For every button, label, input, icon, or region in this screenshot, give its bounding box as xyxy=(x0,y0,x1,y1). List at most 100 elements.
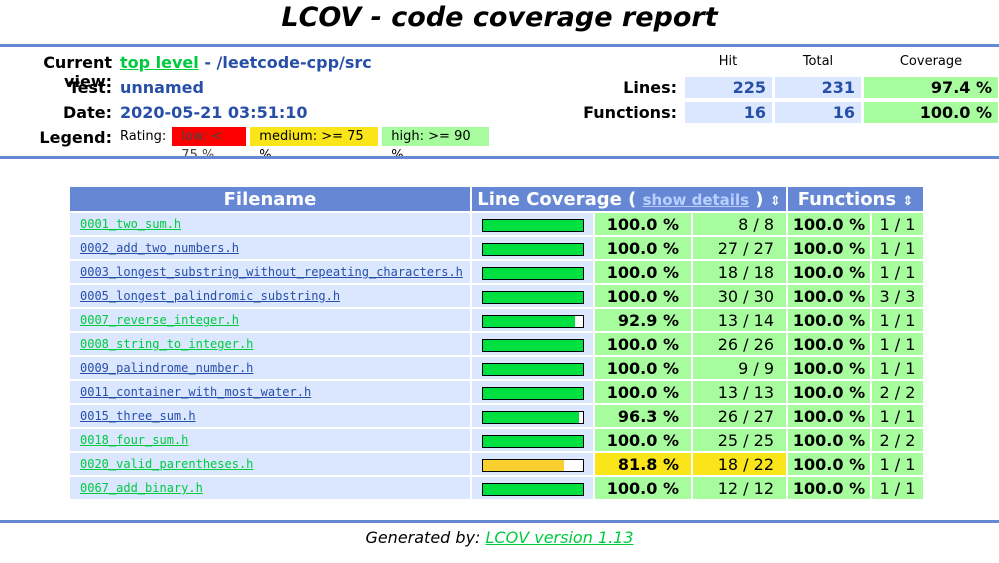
table-row: 0018_four_sum.h 100.0 % 25 / 25 100.0 % 2 / … xyxy=(70,429,923,451)
coverage-bar xyxy=(481,314,584,328)
file-link[interactable]: 0008_string_to_integer.h xyxy=(80,337,254,351)
coverage-bar-fill xyxy=(482,411,579,423)
table-row: 0005_longest_palindromic_substring.h 100.… xyxy=(70,285,923,307)
line-coverage-percent: 92.9 % xyxy=(595,309,691,331)
table-row: 0008_string_to_integer.h 100.0 % 26 / 26 10… xyxy=(70,333,923,355)
function-coverage-percent: 100.0 % xyxy=(788,429,870,451)
function-coverage-percent: 100.0 % xyxy=(788,405,870,427)
line-coverage-percent: 96.3 % xyxy=(595,405,691,427)
function-coverage-count: 1 / 1 xyxy=(872,453,923,475)
file-link[interactable]: 0018_four_sum.h xyxy=(80,433,189,447)
function-coverage-percent: 100.0 % xyxy=(788,213,870,235)
line-coverage-percent: 100.0 % xyxy=(595,429,691,451)
summary-hit-header: Hit xyxy=(718,54,738,69)
coverage-bar-fill xyxy=(482,267,583,279)
file-cell: 0001_two_sum.h xyxy=(70,213,470,235)
coverage-bar-fill xyxy=(482,339,583,351)
coverage-bar xyxy=(481,218,584,232)
line-coverage-count: 25 / 25 xyxy=(693,429,786,451)
file-link[interactable]: 0011_container_with_most_water.h xyxy=(80,385,312,399)
summary-lines-label: Lines: xyxy=(623,78,677,97)
function-coverage-count: 1 / 1 xyxy=(872,333,923,355)
footer-prefix: Generated by: xyxy=(365,528,486,547)
line-coverage-count: 9 / 9 xyxy=(693,357,786,379)
coverage-bar xyxy=(481,386,584,400)
line-coverage-count: 12 / 12 xyxy=(693,477,786,499)
line-coverage-count: 26 / 27 xyxy=(693,405,786,427)
file-link[interactable]: 0009_palindrome_number.h xyxy=(80,361,254,375)
header-divider-top xyxy=(0,44,999,47)
table-row: 0020_valid_parentheses.h 81.8 % 18 / 22 100… xyxy=(70,453,923,475)
file-cell: 0009_palindrome_number.h xyxy=(70,357,470,379)
line-coverage-count: 8 / 8 xyxy=(693,213,786,235)
rating-low-badge: low: < 75 % xyxy=(172,127,247,163)
summary-total-header: Total xyxy=(802,54,834,69)
header-divider-bottom xyxy=(0,156,999,159)
show-details-link[interactable]: show details xyxy=(642,190,750,209)
current-view-path: - /leetcode-cpp/src xyxy=(204,53,372,72)
function-coverage-percent: 100.0 % xyxy=(788,381,870,403)
line-coverage-percent: 100.0 % xyxy=(595,237,691,259)
file-cell: 0003_longest_substring_without_repeating… xyxy=(70,261,470,283)
coverage-bar xyxy=(481,266,584,280)
function-coverage-percent: 100.0 % xyxy=(788,357,870,379)
lcov-version-link[interactable]: LCOV version 1.13 xyxy=(485,528,634,547)
coverage-bar-fill xyxy=(482,459,565,471)
table-row: 0009_palindrome_number.h 100.0 % 9 / 9 100.… xyxy=(70,357,923,379)
line-coverage-count: 26 / 26 xyxy=(693,333,786,355)
function-coverage-count: 3 / 3 xyxy=(872,285,923,307)
coverage-bar-fill xyxy=(482,243,583,255)
coverage-bar-fill xyxy=(482,387,583,399)
file-link[interactable]: 0001_two_sum.h xyxy=(80,217,182,231)
file-cell: 0018_four_sum.h xyxy=(70,429,470,451)
line-coverage-percent: 100.0 % xyxy=(595,381,691,403)
summary-functions-hit: 16 xyxy=(685,102,772,123)
coverage-bar-cell xyxy=(472,261,593,283)
file-cell: 0005_longest_palindromic_substring.h xyxy=(70,285,470,307)
coverage-bar-cell xyxy=(472,477,593,499)
current-view-label: Current view: xyxy=(43,53,112,91)
line-coverage-count: 27 / 27 xyxy=(693,237,786,259)
test-value: unnamed xyxy=(120,78,204,97)
file-link[interactable]: 0002_add_two_numbers.h xyxy=(80,241,239,255)
file-link[interactable]: 0020_valid_parentheses.h xyxy=(80,457,254,471)
function-coverage-count: 1 / 1 xyxy=(872,213,923,235)
table-row: 0001_two_sum.h 100.0 % 8 / 8 100.0 % 1 / 1 xyxy=(70,213,923,235)
coverage-bar xyxy=(481,410,584,424)
file-link[interactable]: 0067_add_binary.h xyxy=(80,481,203,495)
file-cell: 0015_three_sum.h xyxy=(70,405,470,427)
function-coverage-percent: 100.0 % xyxy=(788,333,870,355)
function-coverage-count: 2 / 2 xyxy=(872,429,923,451)
coverage-bar-fill xyxy=(482,363,583,375)
summary-lines-hit: 225 xyxy=(685,77,772,98)
footer-divider xyxy=(0,520,999,523)
function-coverage-count: 1 / 1 xyxy=(872,309,923,331)
file-link[interactable]: 0005_longest_palindromic_substring.h xyxy=(80,289,341,303)
coverage-bar-cell xyxy=(472,453,593,475)
function-coverage-count: 1 / 1 xyxy=(872,405,923,427)
file-link[interactable]: 0003_longest_substring_without_repeating… xyxy=(80,265,463,279)
page-title: LCOV - code coverage report xyxy=(281,2,718,33)
file-cell: 0067_add_binary.h xyxy=(70,477,470,499)
top-level-link[interactable]: top level xyxy=(120,53,199,72)
coverage-bar xyxy=(481,338,584,352)
line-coverage-count: 13 / 13 xyxy=(693,381,786,403)
function-coverage-percent: 100.0 % xyxy=(788,477,870,499)
function-coverage-percent: 100.0 % xyxy=(788,309,870,331)
file-link[interactable]: 0015_three_sum.h xyxy=(80,409,196,423)
file-link[interactable]: 0007_reverse_integer.h xyxy=(80,313,239,327)
table-row: 0011_container_with_most_water.h 100.0 % 1… xyxy=(70,381,923,403)
line-coverage-percent: 81.8 % xyxy=(595,453,691,475)
sort-functions-icon[interactable]: ⇕ xyxy=(902,193,914,209)
line-coverage-count: 30 / 30 xyxy=(693,285,786,307)
sort-line-coverage-icon[interactable]: ⇕ xyxy=(769,193,781,209)
table-row: 0002_add_two_numbers.h 100.0 % 27 / 27 100.… xyxy=(70,237,923,259)
coverage-bar xyxy=(481,242,584,256)
coverage-bar xyxy=(481,362,584,376)
coverage-rows: 0001_two_sum.h 100.0 % 8 / 8 100.0 % 1 / 1 00… xyxy=(70,213,923,499)
line-coverage-count: 13 / 14 xyxy=(693,309,786,331)
table-row: 0067_add_binary.h 100.0 % 12 / 12 100.0 % 1 … xyxy=(70,477,923,499)
test-label: Test: xyxy=(68,78,112,97)
function-coverage-count: 1 / 1 xyxy=(872,477,923,499)
function-coverage-percent: 100.0 % xyxy=(788,237,870,259)
